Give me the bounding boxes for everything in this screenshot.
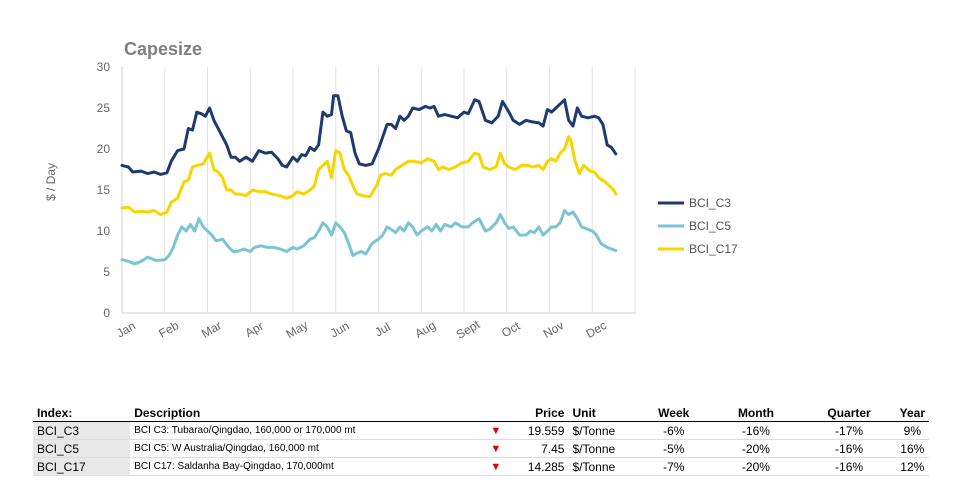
x-tick-label: Oct [499, 318, 523, 340]
header-index: Index: [33, 405, 131, 422]
series-line-bci-c5 [120, 209, 618, 266]
row-year: 12% [895, 457, 929, 476]
header-month: Month [709, 405, 803, 422]
index-summary-table: Index: Description Price Unit Week Month… [33, 405, 929, 476]
down-arrow-icon: ▼ [482, 421, 509, 440]
header-description: Description [130, 405, 483, 422]
row-description: BCI C3: Tubarao/Qingdao, 160,000 or 170,… [130, 421, 483, 440]
row-quarter: -17% [802, 421, 896, 440]
row-description: BCI C5: W Australia/Qingdao, 160,000 mt [130, 439, 483, 458]
table-header-row: Index: Description Price Unit Week Month… [33, 405, 929, 422]
axes: 0 5 10 15 20 25 30 Jan Feb Mar Apr May Jun Jul Aug Sept… [97, 60, 635, 342]
y-tick-label: 5 [103, 265, 110, 279]
legend-label: BCI_C17 [689, 242, 738, 256]
row-price: 7.45 [508, 439, 569, 458]
capesize-chart: Capesize $ / Day 0 5 10 15 20 25 30 Jan Feb Mar Ap… [44, 39, 738, 342]
x-tick-label: Sept [454, 317, 483, 342]
row-quarter: -16% [802, 457, 896, 476]
row-year: 9% [895, 421, 929, 440]
row-price: 19.559 [508, 421, 569, 440]
x-tick-label: Jul [372, 320, 392, 340]
row-price: 14.285 [508, 457, 569, 476]
row-index: BCI_C5 [33, 439, 131, 458]
series-lines [120, 94, 618, 266]
chart-title: Capesize [124, 39, 202, 59]
row-unit: $/Tonne [568, 421, 639, 440]
row-quarter: -16% [802, 439, 896, 458]
down-arrow-icon: ▼ [482, 457, 509, 476]
y-axis-label: $ / Day [44, 163, 58, 201]
grid-lines [164, 67, 636, 313]
x-tick-label: Apr [243, 319, 266, 340]
header-quarter: Quarter [802, 405, 896, 422]
y-tick-label: 15 [97, 183, 111, 197]
row-year: 16% [895, 439, 929, 458]
row-month: -16% [709, 421, 803, 440]
x-tick-label: May [284, 318, 311, 341]
y-tick-label: 10 [97, 224, 111, 238]
x-tick-label: Jan [114, 319, 138, 341]
series-line-bci-c3 [120, 94, 618, 176]
x-tick-label: Aug [413, 318, 438, 341]
row-month: -20% [709, 457, 803, 476]
legend: BCI_C3 BCI_C5 BCI_C17 [658, 196, 738, 256]
y-tick-label: 25 [97, 101, 111, 115]
x-tick-label: Feb [156, 318, 181, 341]
y-tick-label: 20 [97, 142, 111, 156]
row-unit: $/Tonne [568, 457, 639, 476]
row-week: -7% [638, 457, 710, 476]
x-tick-label: Nov [541, 318, 566, 341]
y-tick-label: 0 [103, 306, 110, 320]
row-index: BCI_C17 [33, 457, 131, 476]
x-tick-label: Mar [199, 318, 224, 340]
down-arrow-icon: ▼ [482, 439, 509, 458]
row-week: -5% [638, 439, 710, 458]
x-tick-label: Dec [584, 318, 609, 341]
legend-label: BCI_C3 [689, 196, 731, 210]
header-year: Year [895, 405, 929, 422]
row-month: -20% [709, 439, 803, 458]
table-row: BCI_C5 BCI C5: W Australia/Qingdao, 160,… [33, 439, 929, 458]
header-trend [482, 405, 509, 422]
x-tick-label: Jun [328, 319, 352, 341]
y-tick-label: 30 [97, 60, 111, 74]
row-week: -6% [638, 421, 710, 440]
table-row: BCI_C17 BCI C17: Saldanha Bay-Qingdao, 1… [33, 457, 929, 476]
table-row: BCI_C3 BCI C3: Tubarao/Qingdao, 160,000 … [33, 421, 929, 440]
header-unit: Unit [568, 405, 639, 422]
header-week: Week [638, 405, 710, 422]
header-price: Price [508, 405, 569, 422]
legend-label: BCI_C5 [689, 219, 731, 233]
row-unit: $/Tonne [568, 439, 639, 458]
row-description: BCI C17: Saldanha Bay-Qingdao, 170,000mt [130, 457, 483, 476]
row-index: BCI_C3 [33, 421, 131, 440]
series-line-bci-c17 [120, 135, 618, 217]
